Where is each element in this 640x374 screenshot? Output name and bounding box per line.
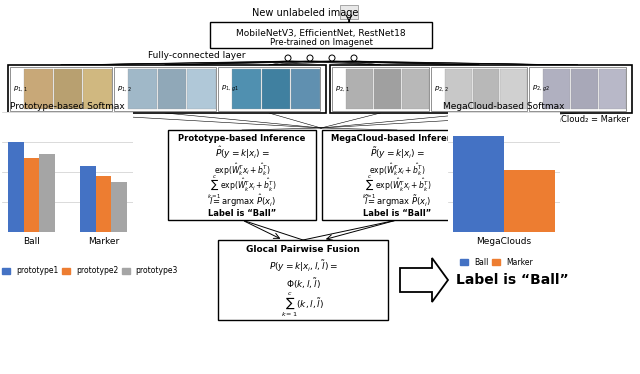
- Bar: [445, 69, 472, 109]
- Text: Prototype-based Inference: Prototype-based Inference: [179, 134, 306, 142]
- Bar: [128, 69, 157, 109]
- Text: Glocal Pairwise Fusion: Glocal Pairwise Fusion: [246, 245, 360, 254]
- Bar: [500, 69, 527, 109]
- FancyBboxPatch shape: [114, 67, 216, 111]
- Text: Label is “Ball”: Label is “Ball”: [208, 208, 276, 218]
- Circle shape: [351, 55, 357, 61]
- Text: $p_{2,1}$: $p_{2,1}$: [335, 85, 349, 94]
- Text: New unlabeled image: New unlabeled image: [252, 8, 358, 18]
- Bar: [572, 69, 598, 109]
- Text: $p_{1,1}$: $p_{1,1}$: [13, 85, 28, 94]
- FancyBboxPatch shape: [529, 67, 626, 111]
- FancyBboxPatch shape: [431, 67, 527, 111]
- Text: Pre-trained on Imagenet: Pre-trained on Imagenet: [269, 38, 372, 47]
- FancyBboxPatch shape: [322, 130, 472, 220]
- FancyBboxPatch shape: [218, 67, 320, 111]
- Bar: [24, 158, 40, 232]
- Text: $\tilde{P}(y=k|x_i) =$: $\tilde{P}(y=k|x_i) =$: [370, 145, 424, 161]
- Text: $p_{2,g2}$: $p_{2,g2}$: [532, 84, 550, 94]
- Text: $\sum_{k=1}^{c}\exp(\hat{W}_k^T x_i + \hat{b}_k^T)$: $\sum_{k=1}^{c}\exp(\hat{W}_k^T x_i + \h…: [362, 174, 432, 200]
- Bar: [291, 69, 320, 109]
- Text: MegaCloud₁ = Ball: MegaCloud₁ = Ball: [10, 115, 88, 124]
- Title: MegaCloud-based Softmax: MegaCloud-based Softmax: [444, 102, 564, 111]
- Text: MobileNetV3, EfficientNet, RestNet18: MobileNetV3, EfficientNet, RestNet18: [236, 29, 406, 38]
- FancyBboxPatch shape: [168, 130, 316, 220]
- Text: $\tilde{l} = \mathrm{argmax}\;\tilde{P}(x_i)$: $\tilde{l} = \mathrm{argmax}\;\tilde{P}(…: [364, 193, 430, 209]
- Bar: [40, 154, 55, 232]
- Circle shape: [285, 55, 291, 61]
- Bar: [472, 69, 499, 109]
- Bar: [157, 69, 186, 109]
- Bar: [80, 166, 95, 232]
- Bar: [504, 170, 555, 232]
- Bar: [543, 69, 570, 109]
- Text: MegaCloud-based Inference: MegaCloud-based Inference: [331, 134, 463, 142]
- FancyBboxPatch shape: [8, 65, 326, 113]
- Text: MegaCloud₂ = Marker: MegaCloud₂ = Marker: [538, 115, 630, 124]
- Bar: [453, 136, 504, 232]
- Text: Fully-connected layer: Fully-connected layer: [148, 51, 246, 60]
- Bar: [346, 69, 373, 109]
- Bar: [402, 69, 429, 109]
- Bar: [24, 69, 52, 109]
- Bar: [262, 69, 291, 109]
- FancyBboxPatch shape: [332, 67, 429, 111]
- Text: $\exp(\hat{W}_k^T x_i + \hat{b}_k^T)$: $\exp(\hat{W}_k^T x_i + \hat{b}_k^T)$: [214, 162, 270, 178]
- Text: $p_{1,2}$: $p_{1,2}$: [117, 85, 132, 94]
- Text: $\Phi(k, l, \tilde{l})$: $\Phi(k, l, \tilde{l})$: [285, 277, 321, 291]
- Text: $l = \mathrm{argmax}\;\hat{P}(x_i)$: $l = \mathrm{argmax}\;\hat{P}(x_i)$: [209, 193, 275, 209]
- Text: Label is “Ball”: Label is “Ball”: [456, 273, 568, 287]
- Bar: [599, 69, 626, 109]
- Bar: [188, 69, 216, 109]
- FancyBboxPatch shape: [340, 5, 358, 19]
- FancyBboxPatch shape: [10, 67, 112, 111]
- Text: $\exp(\hat{W}_k^T x_i + \hat{b}_k^T)$: $\exp(\hat{W}_k^T x_i + \hat{b}_k^T)$: [369, 162, 425, 178]
- Text: $p_{1,g1}$: $p_{1,g1}$: [221, 84, 239, 94]
- Bar: [111, 182, 127, 232]
- Circle shape: [307, 55, 313, 61]
- Bar: [8, 142, 24, 232]
- Text: $P(y=k|x_i, l, \tilde{l}) =$: $P(y=k|x_i, l, \tilde{l}) =$: [269, 258, 337, 274]
- Title: Prototype-based Softmax: Prototype-based Softmax: [10, 102, 125, 111]
- FancyBboxPatch shape: [218, 240, 388, 320]
- Text: $\sum_{k=1}^{c}\exp(\hat{W}_k^T x_i + \hat{b}_k^T)$: $\sum_{k=1}^{c}\exp(\hat{W}_k^T x_i + \h…: [207, 174, 276, 200]
- Bar: [95, 176, 111, 232]
- Bar: [374, 69, 401, 109]
- Bar: [54, 69, 83, 109]
- Legend: prototype1, prototype2, prototype3: prototype1, prototype2, prototype3: [0, 263, 181, 278]
- Circle shape: [329, 55, 335, 61]
- Legend: Ball, Marker: Ball, Marker: [458, 255, 536, 270]
- FancyBboxPatch shape: [330, 65, 632, 113]
- Bar: [83, 69, 112, 109]
- FancyBboxPatch shape: [210, 22, 432, 48]
- Text: Label is “Ball”: Label is “Ball”: [363, 208, 431, 218]
- Bar: [232, 69, 260, 109]
- Polygon shape: [400, 258, 448, 302]
- Text: $\sum_{k=1}^{c}(k, l, \tilde{l})$: $\sum_{k=1}^{c}(k, l, \tilde{l})$: [282, 291, 324, 319]
- Text: $p_{2,2}$: $p_{2,2}$: [434, 85, 449, 94]
- Text: $\hat{P}(y=k|x_i) =$: $\hat{P}(y=k|x_i) =$: [214, 145, 269, 161]
